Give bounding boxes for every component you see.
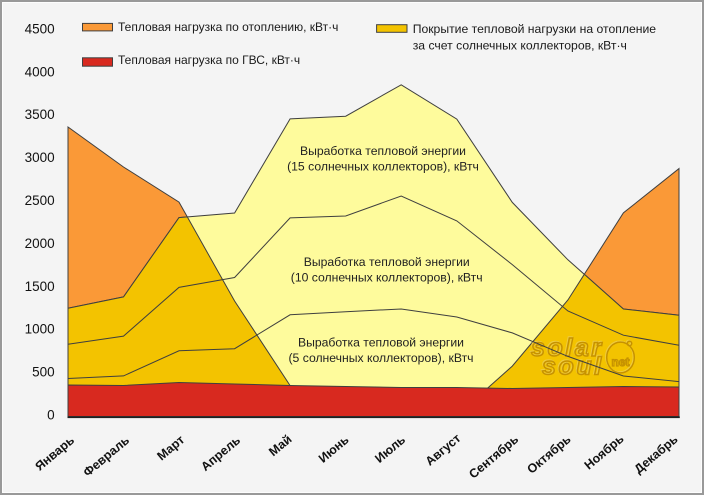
svg-text:0: 0 — [47, 408, 55, 423]
svg-text:Июнь: Июнь — [316, 432, 352, 465]
svg-text:(15 солнечных коллекторов), кВ: (15 солнечных коллекторов), кВтч — [287, 160, 479, 174]
svg-text:(5 солнечных коллекторов), кВт: (5 солнечных коллекторов), кВтч — [288, 351, 473, 365]
svg-text:Апрель: Апрель — [198, 433, 243, 474]
svg-text:3500: 3500 — [25, 107, 55, 122]
svg-text:Выработка тепловой энергии: Выработка тепловой энергии — [298, 336, 464, 350]
svg-text:Тепловая нагрузка по отоплению: Тепловая нагрузка по отоплению, кВт·ч — [118, 20, 338, 34]
svg-text:500: 500 — [32, 365, 55, 380]
svg-text:Покрытие тепловой нагрузки на: Покрытие тепловой нагрузки на отопление — [413, 22, 657, 36]
svg-text:Выработка тепловой энергии: Выработка тепловой энергии — [304, 255, 470, 269]
svg-text:Август: Август — [423, 431, 464, 468]
svg-text:за счет солнечных коллекторов,: за счет солнечных коллекторов, кВт·ч — [413, 39, 627, 53]
svg-text:4000: 4000 — [25, 64, 55, 79]
svg-text:2500: 2500 — [25, 193, 55, 208]
svg-text:solar: solar — [531, 334, 604, 362]
svg-text:2000: 2000 — [25, 236, 55, 251]
svg-text:Октябрь: Октябрь — [524, 432, 573, 477]
svg-text:Март: Март — [154, 433, 187, 464]
svg-text:Тепловая нагрузка по ГВС, кВт·: Тепловая нагрузка по ГВС, кВт·ч — [118, 53, 300, 67]
svg-text:solar: solar — [530, 333, 603, 361]
svg-text:4500: 4500 — [25, 21, 55, 36]
svg-text:Февраль: Февраль — [81, 433, 133, 480]
svg-text:soul: soul — [541, 352, 603, 380]
svg-text:net: net — [612, 355, 630, 369]
svg-text:Июль: Июль — [372, 432, 408, 465]
svg-text:(10 солнечных коллекторов), кВ: (10 солнечных коллекторов), кВтч — [291, 270, 483, 284]
svg-text:1500: 1500 — [25, 279, 55, 294]
svg-text:Выработка тепловой энергии: Выработка тепловой энергии — [300, 144, 466, 158]
svg-text:soul: soul — [542, 353, 604, 381]
svg-text:Декабрь: Декабрь — [632, 432, 681, 477]
svg-text:Ноябрь: Ноябрь — [582, 431, 627, 472]
svg-text:1000: 1000 — [25, 322, 55, 337]
svg-text:3000: 3000 — [25, 150, 55, 165]
svg-text:Май: Май — [266, 432, 294, 459]
svg-text:Сентябрь: Сентябрь — [466, 432, 521, 481]
svg-text:Январь: Январь — [33, 433, 78, 474]
